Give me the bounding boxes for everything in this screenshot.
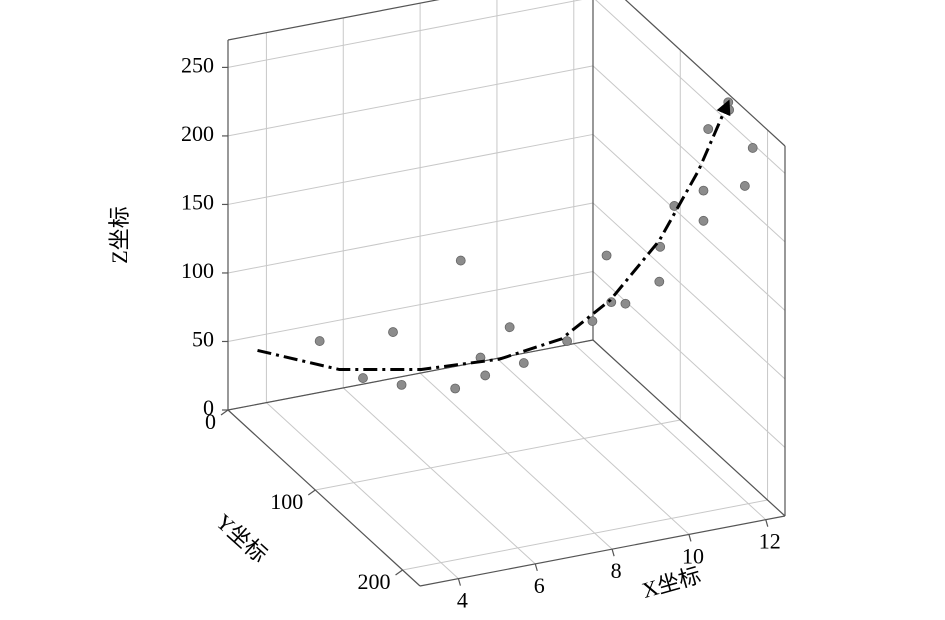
axis-line <box>227 0 440 41</box>
x-tick-label: 12 <box>759 529 781 554</box>
grid-line <box>592 134 786 311</box>
z-tick-label: 200 <box>181 121 214 146</box>
data-point <box>504 322 515 333</box>
x-tick-label: 10 <box>682 543 704 568</box>
z-tick-label: 50 <box>192 327 214 352</box>
axis-line <box>419 515 786 587</box>
tick-mark <box>220 409 229 416</box>
z-axis-title: Z坐标 <box>107 206 132 263</box>
y-axis-title: Y坐标 <box>211 509 272 568</box>
tick-mark <box>765 519 769 527</box>
z-tick-label: 150 <box>181 189 214 214</box>
y-tick-label: 0 <box>205 409 216 434</box>
z-tick-label: 100 <box>181 258 214 283</box>
x-tick-label: 6 <box>534 573 545 598</box>
x-tick-label: 4 <box>457 588 468 613</box>
data-point <box>654 276 665 287</box>
grid-line <box>227 133 594 205</box>
data-point <box>739 181 750 191</box>
grid-line <box>227 65 594 137</box>
data-point <box>562 336 573 347</box>
data-point <box>601 250 612 261</box>
data-point <box>698 215 709 226</box>
fit-curve <box>257 99 731 372</box>
tick-mark <box>534 563 538 572</box>
data-point <box>703 124 714 134</box>
grid-line <box>342 387 536 565</box>
grid-line <box>227 0 583 68</box>
grid-line <box>266 402 459 580</box>
y-tick-label: 100 <box>270 489 303 514</box>
data-point <box>587 316 598 326</box>
axis-line <box>624 0 786 147</box>
grid-line <box>496 358 690 535</box>
data-point <box>480 370 491 381</box>
z-tick-label: 0 <box>203 395 214 420</box>
data-point <box>747 143 758 153</box>
grid-line <box>227 202 594 274</box>
tick-mark <box>688 534 692 542</box>
tick-mark <box>307 489 316 496</box>
tick-mark <box>611 548 615 557</box>
tick-mark <box>457 578 461 586</box>
data-point <box>518 358 529 368</box>
data-point <box>396 379 407 390</box>
grid-line <box>227 270 594 342</box>
data-point <box>314 336 325 346</box>
axis-line <box>592 339 786 517</box>
z-tick-label: 250 <box>181 52 214 77</box>
data-point <box>358 373 368 383</box>
axis-line <box>227 409 421 587</box>
grid-line <box>573 343 767 521</box>
grid-line <box>592 271 786 448</box>
grid-line <box>592 202 786 380</box>
grid-line <box>419 372 613 550</box>
x-tick-label: 8 <box>611 558 622 583</box>
data-point <box>698 185 709 196</box>
y-tick-label: 200 <box>358 569 391 594</box>
data-point <box>388 327 398 337</box>
data-point <box>620 298 631 309</box>
grid-line <box>402 499 768 571</box>
axis-line <box>227 339 594 411</box>
data-point <box>606 297 617 308</box>
grid-line <box>315 419 681 491</box>
tick-mark <box>395 569 403 576</box>
data-point <box>455 255 466 266</box>
grid-line <box>592 65 786 243</box>
data-point <box>450 383 461 394</box>
